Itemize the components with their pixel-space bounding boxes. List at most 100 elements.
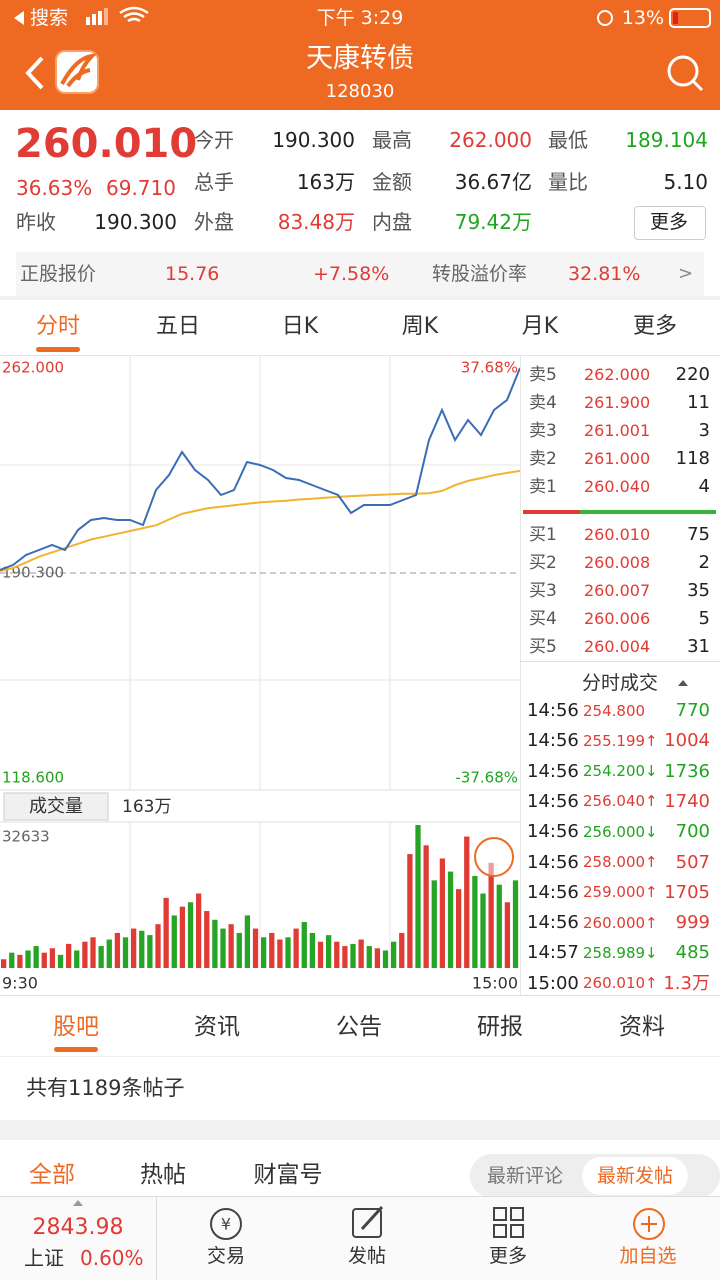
volume-bar [1,959,7,968]
field-label: 金额 [372,170,412,194]
volume-bar [317,941,324,968]
y-tick-label: 262.000 [2,359,64,377]
volume-label: 成交量 [29,796,83,817]
field-value: 262.000 [449,128,532,152]
field-value: 79.42万 [454,210,532,234]
info-tab[interactable]: 资讯 [194,1013,240,1040]
info-tab[interactable]: 公告 [336,1013,382,1040]
book-price: 261.000 [584,449,651,468]
header-bar [0,0,720,110]
volume-bar [66,943,72,968]
volume-bar [488,862,494,968]
field-label: 外盘 [194,210,234,234]
filter-tab[interactable]: 热帖 [140,1161,186,1188]
trade-qty: 1004 [664,730,710,752]
info-tab[interactable]: 资料 [619,1013,665,1040]
divider [0,1056,720,1057]
fullscreen-icon [474,837,514,877]
chart-tab[interactable]: 五日 [155,314,200,339]
battery: 13% [621,6,664,29]
filter-tab[interactable]: 全部 [29,1161,75,1188]
sort-option[interactable]: 最新发帖 [596,1164,673,1187]
gap [0,1120,720,1140]
trade-qty: 700 [675,821,710,843]
trade-price: 254.800 [583,701,646,720]
book-label: 卖4 [529,392,557,413]
volume-bar [415,825,421,968]
volume-bar [252,928,259,968]
chart-tab[interactable]: 月K [521,314,559,339]
book-label: 买4 [529,608,557,629]
volume-bar [366,946,372,968]
chart-tab[interactable]: 更多 [632,314,677,339]
trade-time: 14:56 [527,851,579,873]
volume-bar [204,911,210,968]
stock-change: +7.58% [313,262,390,285]
stock-row-bg [16,252,704,296]
y2-tick-label: 37.68% [461,359,518,377]
divider [520,661,720,662]
volume-bar [504,902,511,968]
sort-icon [678,680,688,686]
book-price: 260.010 [584,525,651,544]
sort-option[interactable]: 最新评论 [486,1164,563,1187]
trade-qty: 999 [675,912,710,934]
volume-bar [399,932,405,968]
trades-title: 分时成交 [581,671,658,694]
y-tick-label: 118.600 [2,769,64,787]
book-qty: 5 [698,608,710,629]
book-qty: 31 [687,636,710,657]
volume-total: 163万 [122,797,171,817]
more-label[interactable]: 更多 [649,210,688,233]
book-label: 买2 [529,552,557,573]
more-button[interactable] [634,206,706,240]
filter-tab[interactable]: 财富号 [253,1161,323,1188]
arrow[interactable]: > [678,263,694,284]
volume-bar [25,950,31,968]
trade-price: 256.040↑ [583,792,658,811]
average-line [0,469,520,572]
volume-bar [90,937,96,968]
book-split-sell [523,510,580,514]
volume-bar [472,875,478,968]
volume-bar [447,871,454,968]
volume-bar [122,937,129,968]
nav-item[interactable]: 交易 [206,1244,245,1267]
volume-bar [139,930,145,968]
volume-bar [439,858,446,968]
chart-tab[interactable]: 分时 [35,314,80,339]
premium: 32.81% [568,262,641,285]
volume-bar [49,948,56,968]
chart-tab[interactable]: 周K [401,314,439,339]
chart-tab[interactable]: 日K [281,314,319,339]
last-price: 260.010 [15,121,198,167]
info-tab[interactable]: 股吧 [53,1013,99,1040]
price-line [0,367,520,571]
volume-label-box [3,792,109,821]
carrier: 搜索 [30,6,69,29]
y2-tick-label: -37.68% [455,769,518,787]
book-qty: 75 [687,524,710,545]
book-qty: 35 [687,580,710,601]
volume-bar [163,897,169,968]
divider [0,355,720,356]
trade-qty: 770 [675,700,710,721]
change-pct: 36.63% [16,176,93,200]
back-button[interactable] [25,56,44,90]
field-label: 内盘 [372,210,412,234]
nav-item[interactable]: 加自选 [619,1244,677,1267]
nav-item[interactable]: 发帖 [347,1244,386,1267]
tab-underline [54,1047,98,1052]
trade-price: 260.000↑ [583,913,658,932]
book-qty: 118 [675,448,710,469]
stock-label: 正股报价 [20,262,97,285]
info-tab[interactable]: 研报 [477,1013,523,1040]
search-button[interactable] [667,55,699,87]
book-label: 买3 [529,580,557,601]
volume-bar [228,924,234,968]
nav-item[interactable]: 更多 [488,1244,527,1267]
nav-icons: ¥ [73,1200,665,1240]
trade-time: 14:56 [527,760,579,782]
book-label: 卖5 [529,364,557,385]
divider [0,995,720,996]
